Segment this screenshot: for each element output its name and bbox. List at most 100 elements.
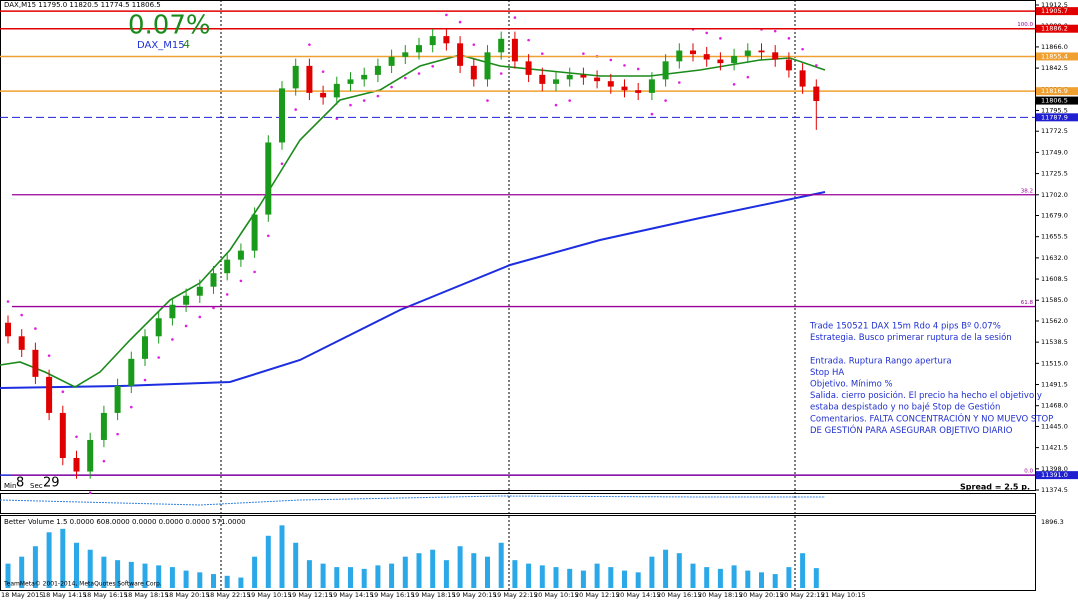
volume-bar (265, 535, 271, 588)
sar-dot (815, 64, 818, 67)
volume-bar (375, 565, 381, 588)
parabolic-sar (6, 13, 818, 495)
level-label: 11787.9 (1041, 113, 1068, 121)
volume-bar (252, 556, 258, 588)
sar-dot (212, 306, 215, 310)
candle-body (18, 336, 25, 350)
candle-body (306, 65, 313, 93)
volume-panel (0, 515, 1036, 591)
sar-dot (554, 103, 558, 107)
candle-body (265, 142, 272, 215)
volume-bar (348, 567, 353, 588)
volume-bar (772, 574, 778, 588)
candle-body (429, 36, 436, 46)
sar-dot (705, 31, 708, 35)
x-tick-label: 20 May 10:15 (534, 591, 579, 599)
volume-axis-label: 1896.3 (1041, 518, 1064, 526)
volume-bar (224, 575, 230, 588)
volume-bar (430, 549, 436, 588)
sar-dot (349, 103, 352, 107)
volume-bar (279, 525, 285, 588)
y-tick-label: 11679.0 (1041, 211, 1068, 219)
timer-label: Sec (30, 482, 43, 490)
x-tick-label: 20 May 16:15 (657, 591, 702, 599)
sar-dot (294, 108, 298, 111)
volume-bar (745, 570, 751, 588)
y-tick-label: 11795.5 (1041, 106, 1068, 114)
candle-body (676, 50, 683, 62)
candle-body (607, 81, 614, 87)
x-tick-label: 20 May 18:15 (698, 591, 743, 599)
candle-body (717, 59, 724, 64)
annotation-line: Objetivo. Mínimo % (810, 380, 893, 390)
fibo-label: 61.8 (1021, 300, 1034, 306)
candle-body (785, 59, 792, 71)
sar-dot (47, 354, 51, 357)
sar-dot (321, 70, 325, 73)
level-tag (1036, 96, 1078, 105)
x-tick-label: 18 May 20:15 (165, 591, 210, 599)
sar-dot (541, 52, 544, 55)
candle-body (594, 77, 601, 82)
timer-value: 29 (43, 476, 60, 491)
annotation-line: DE GESTIÓN PARA ASEGURAR OBJETIVO DIARIO (810, 424, 1013, 436)
candle-body (347, 79, 354, 84)
candle-body (648, 79, 655, 93)
sar-dot (650, 112, 654, 116)
x-tick-label: 19 May 12:15 (288, 591, 333, 599)
sar-dot (171, 338, 174, 341)
volume-bar (142, 563, 148, 588)
sar-dot (267, 234, 270, 238)
volume-bar (690, 563, 696, 588)
level-label: 11886.2 (1041, 25, 1068, 33)
candle-body (73, 457, 80, 472)
sar-dot (636, 67, 640, 71)
candle-body (690, 50, 696, 55)
volume-bar (485, 556, 490, 588)
sar-dot (732, 83, 736, 86)
candle-body (443, 36, 450, 44)
volume-bar (19, 556, 25, 588)
annotation-line: Estrategia. Busco primerar ruptura de la… (810, 332, 1012, 343)
sar-dot (472, 43, 476, 46)
sar-dot (431, 65, 435, 68)
sar-dot (88, 491, 92, 495)
x-tick-label: 19 May 10:15 (247, 591, 292, 599)
candle-body (758, 50, 765, 53)
candle-body (539, 74, 546, 84)
x-tick-label: 19 May 18:15 (411, 591, 456, 599)
y-tick-label: 11632.0 (1041, 254, 1068, 262)
volume-bar (197, 572, 203, 588)
sar-dot (417, 72, 421, 75)
candle-body (183, 295, 190, 305)
symbol-line: DAX,M15 11795.0 11820.5 11774.5 11806.5 (4, 1, 161, 9)
sar-dot (130, 405, 133, 409)
candle-body (744, 50, 751, 56)
x-tick-label: 19 May 14:15 (329, 591, 374, 599)
fibo-label: 38.2 (1021, 188, 1033, 194)
sar-dot (513, 16, 517, 19)
candle-body (32, 349, 39, 377)
fibo-label: 100.0 (1017, 22, 1033, 28)
volume-bar (115, 560, 121, 588)
candle-body (196, 286, 203, 296)
sar-dot (143, 378, 147, 382)
level-tag (1036, 113, 1078, 122)
level-label: 11391.0 (1041, 471, 1068, 479)
x-tick-label: 18 May 18:15 (124, 591, 169, 599)
sar-dot (582, 52, 585, 55)
spread: Spread = 2.5 p. (960, 483, 1030, 492)
candle-body (210, 273, 217, 287)
candle-body (772, 52, 779, 60)
level-label: 11816.9 (1041, 87, 1068, 95)
indicator-panel (0, 493, 1036, 514)
volume-bar (156, 565, 162, 588)
candle-body (511, 38, 518, 62)
level-label: 11855.4 (1041, 52, 1068, 60)
y-tick-label: 11468.0 (1041, 402, 1068, 410)
sar-dot (664, 99, 667, 102)
candle-body (621, 86, 628, 91)
candle-body (731, 55, 738, 64)
